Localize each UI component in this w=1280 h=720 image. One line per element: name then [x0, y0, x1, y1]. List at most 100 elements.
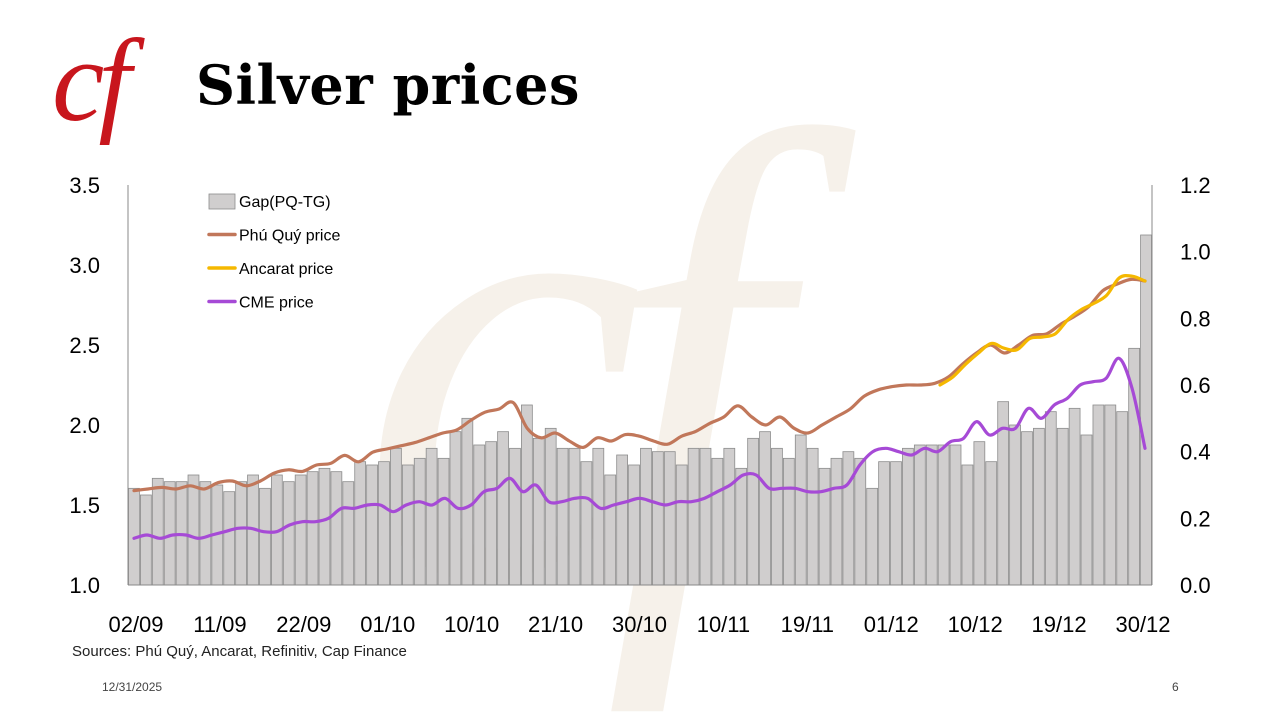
gap-bar	[604, 474, 617, 586]
legend-label: Phú Quý price	[239, 228, 340, 245]
gap-bar	[259, 487, 271, 586]
gap-bar	[735, 467, 748, 586]
gap-bar	[556, 447, 569, 586]
x-tick-label: 21/10	[528, 612, 583, 637]
x-tick-label: 10/10	[444, 612, 499, 637]
gap-bar	[235, 481, 247, 586]
x-tick-label: 02/09	[108, 612, 163, 637]
gap-bar	[354, 461, 367, 586]
footer-date: 12/31/2025	[102, 680, 163, 694]
gap-bar	[401, 464, 414, 586]
y-right-tick-label: 0.8	[1180, 306, 1211, 331]
gap-bar	[568, 447, 581, 586]
gap-bar	[628, 464, 640, 586]
x-tick-label: 11/09	[193, 612, 246, 637]
price-lines	[132, 274, 1147, 540]
chart-legend: Gap(PQ-TG) Phú Quý price Ancarat price CME …	[207, 193, 340, 312]
x-tick-label: 22/09	[276, 612, 331, 637]
gap-bar	[1068, 407, 1081, 586]
legend-label: CME price	[239, 295, 314, 312]
y-left-tick-label: 1.0	[69, 573, 100, 598]
gap-bar	[699, 447, 712, 586]
page-number: 6	[1172, 680, 1179, 694]
y-left-tick-label: 3.0	[69, 253, 100, 278]
gap-bar	[782, 457, 795, 586]
y-left-tick-label: 1.5	[69, 493, 100, 518]
y-right-tick-label: 1.0	[1180, 240, 1211, 265]
x-tick-label: 19/12	[1032, 612, 1087, 637]
gap-bar	[151, 477, 164, 586]
gap-bar	[485, 441, 498, 586]
gap-bar	[199, 481, 212, 586]
gap-bar	[663, 451, 676, 586]
gap-bar	[1092, 404, 1105, 586]
gap-bar	[282, 481, 295, 586]
gap-bar	[425, 447, 438, 586]
gap-bar	[532, 437, 545, 586]
gap-bar	[711, 457, 724, 586]
gap-bar	[378, 461, 390, 586]
gap-bar	[497, 431, 509, 586]
x-tick-label: 19/11	[781, 612, 834, 637]
gap-bar	[830, 457, 843, 586]
x-tick-label: 10/11	[697, 612, 750, 637]
legend-label: Gap(PQ-TG)	[239, 194, 331, 211]
gap-bar	[1080, 434, 1093, 586]
x-tick-label: 30/10	[612, 612, 667, 637]
gap-bar	[1104, 404, 1117, 586]
gap-bar	[461, 417, 474, 586]
gap-bar	[1033, 427, 1045, 586]
legend-swatch-gap	[208, 193, 236, 210]
y-right-tick-label: 0.2	[1180, 506, 1211, 531]
gap-bar	[1056, 427, 1069, 586]
x-tick-label: 30/12	[1115, 612, 1170, 637]
legend-label: Ancarat price	[239, 261, 333, 278]
gap-bar	[390, 447, 402, 586]
gap-bar	[771, 447, 783, 586]
x-tick-label: 01/10	[360, 612, 415, 637]
gap-bar	[925, 444, 938, 586]
gap-bar	[1009, 424, 1021, 586]
gap-bar	[473, 444, 486, 586]
gap-bar	[294, 474, 307, 586]
gap-bar	[330, 471, 343, 586]
chart-axes: 1.0 1.5 2.0 2.5 3.0 3.5 0.0 0.2 0.4 0.6 0.8 1.0 1.2 0…	[69, 173, 1210, 637]
gap-bar	[1044, 411, 1057, 586]
gap-bar	[580, 461, 593, 586]
gap-bar	[937, 444, 950, 586]
gap-bar	[413, 457, 426, 586]
gap-bar	[913, 444, 926, 586]
gap-bar	[949, 444, 962, 586]
gap-bar	[806, 447, 819, 586]
gap-bar	[1021, 431, 1033, 586]
gap-bar	[759, 431, 771, 586]
gap-bar	[437, 457, 450, 586]
gap-bar	[794, 434, 807, 586]
gap-bar	[592, 447, 605, 586]
cme-price-line	[132, 356, 1147, 540]
gap-bar	[509, 447, 521, 586]
gap-bar	[306, 471, 319, 586]
y-right-tick-label: 0.4	[1180, 440, 1211, 465]
gap-bar	[652, 451, 664, 586]
gap-bar	[890, 461, 902, 586]
gap-bar	[723, 447, 736, 586]
gap-bar	[985, 461, 998, 586]
gap-bar	[640, 447, 652, 586]
y-right-tick-label: 0.0	[1180, 573, 1211, 598]
gap-bar	[747, 437, 759, 586]
ancarat-price-line	[938, 274, 1147, 387]
gap-bar	[342, 481, 355, 586]
x-tick-label: 01/12	[864, 612, 919, 637]
gap-bar	[140, 494, 152, 586]
gap-bar	[961, 464, 974, 586]
gap-bar	[818, 467, 831, 586]
gap-bar	[866, 487, 879, 586]
gap-bar	[544, 427, 557, 586]
y-right-tick-label: 0.6	[1180, 373, 1211, 398]
slide-title: Silver prices	[196, 53, 580, 117]
sources-note: Sources: Phú Quý, Ancarat, Refinitiv, Ca…	[72, 643, 407, 660]
cf-logo: cf	[52, 15, 131, 146]
y-right-tick-label: 1.2	[1180, 173, 1211, 198]
gap-bar	[687, 447, 700, 586]
